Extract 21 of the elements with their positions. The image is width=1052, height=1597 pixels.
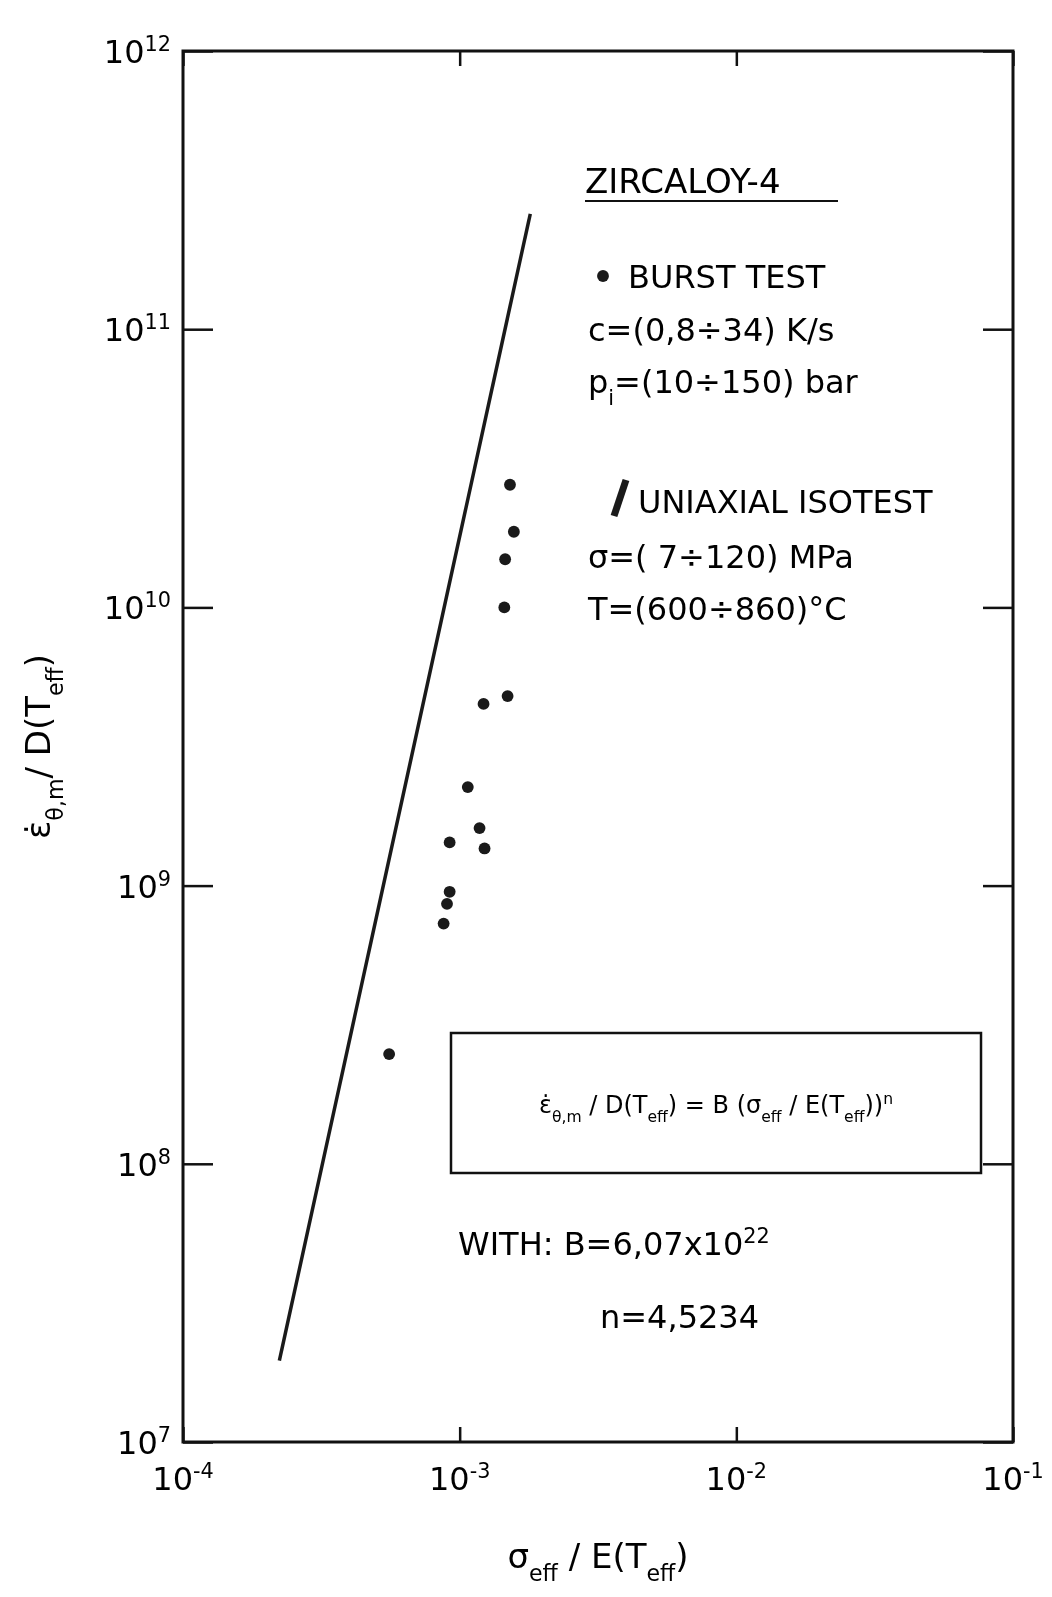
text: ε̇$_{θ,m}$ / D(T$_{eff}$) = B (σ$_{eff}$ / E(T$_{eff}$))$^{n}$ — [538, 1090, 894, 1126]
y-tick-label: 10$^{7}$ — [117, 1423, 171, 1462]
text: ZIRCALOY-4 — [585, 161, 781, 201]
x-tick-label: 10$^{-4}$ — [152, 1459, 214, 1498]
x-axis-title: σ$_{eff}$ / E(T$_{eff}$) — [507, 1536, 689, 1586]
y-tick-label: 10$^{12}$ — [103, 32, 171, 71]
y-tick-label: 10$^{8}$ — [117, 1144, 171, 1184]
x-tick-label: 10$^{-3}$ — [428, 1459, 491, 1498]
x-tick-label: 10$^{-2}$ — [705, 1459, 768, 1498]
annotation: n=4,5234 — [600, 1298, 760, 1336]
annotation: c=(0,8÷34) K/s — [588, 311, 835, 349]
annotation: σ=( 7÷120) MPa — [588, 538, 854, 576]
legend-label: BURST TEST — [628, 258, 826, 296]
y-tick-label: 10$^{11}$ — [103, 310, 171, 350]
legend-label: UNIAXIAL ISOTEST — [638, 483, 933, 521]
x-tick-label: 10$^{-1}$ — [982, 1459, 1044, 1498]
y-tick-label: 10$^{10}$ — [103, 588, 171, 628]
y-tick-label: 10$^{9}$ — [117, 866, 171, 906]
annotation: p$_{i}$=(10÷150) bar — [588, 363, 859, 410]
annotation: T=(600÷860)°C — [587, 590, 847, 628]
annotation: WITH: B=6,07x10$^{22}$ — [458, 1224, 770, 1263]
